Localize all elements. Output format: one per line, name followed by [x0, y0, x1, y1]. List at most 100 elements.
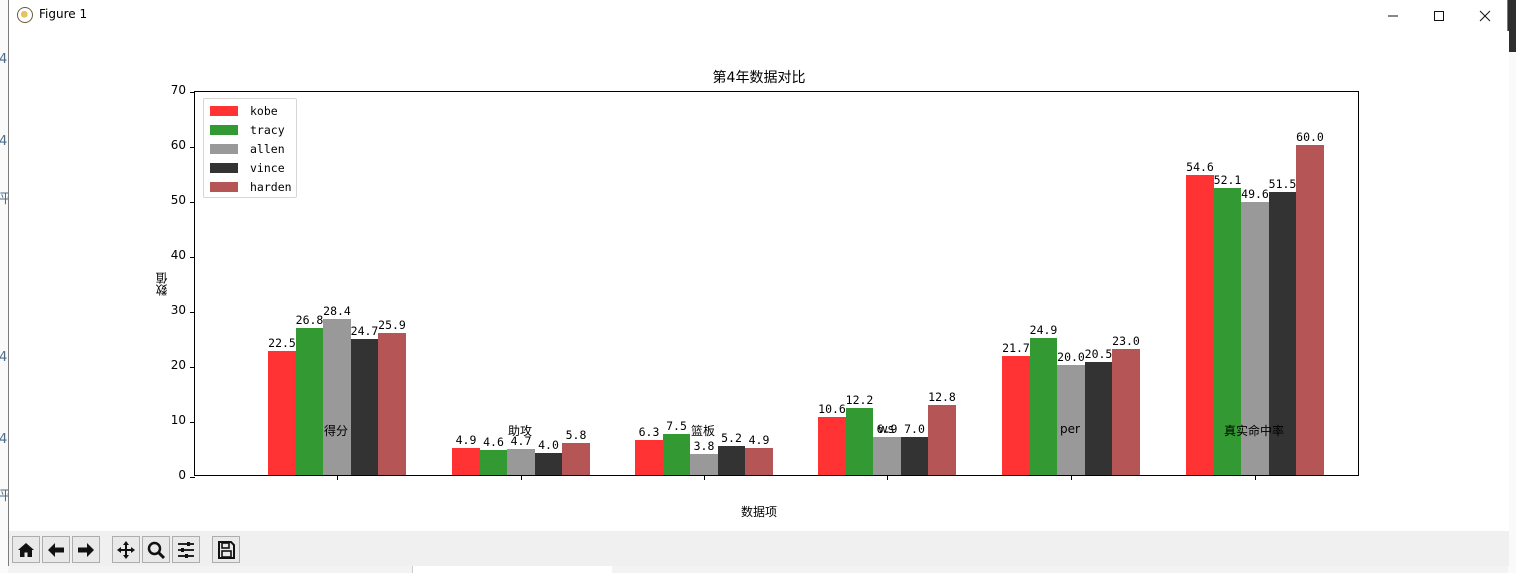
bar-harden	[378, 332, 406, 475]
y-tick-label: 30	[170, 303, 186, 317]
bar-allen	[323, 318, 351, 475]
home-icon	[18, 542, 34, 557]
bar-value-label: 20.0	[1057, 350, 1085, 364]
bar-value-label: 7.0	[904, 421, 925, 436]
bar-harden	[1296, 145, 1324, 475]
bar-value-label: 7.5	[666, 418, 687, 433]
y-tick	[190, 147, 195, 148]
close-icon	[1479, 10, 1491, 21]
y-tick	[190, 92, 195, 93]
bar-value-label: 49.6	[1241, 187, 1269, 202]
legend-swatch	[210, 106, 238, 116]
bar-value-label: 60.0	[1296, 130, 1324, 144]
bar-tracy	[845, 407, 874, 475]
bar-allen	[873, 437, 901, 475]
zoom-button[interactable]	[142, 536, 170, 563]
close-button[interactable]	[1462, 0, 1508, 31]
home-button[interactable]	[12, 536, 40, 563]
y-tick	[190, 257, 195, 258]
figure-canvas[interactable]: 第4年数据对比 数值 数据项 kobe tracy allen vince harden…	[9, 31, 1509, 531]
legend-item-harden: harden	[210, 180, 292, 194]
bar-value-label: 4.7	[510, 434, 532, 449]
title-bar: Figure 1	[9, 0, 1507, 31]
bar-kobe	[1186, 174, 1214, 475]
bar-vince	[1268, 191, 1297, 475]
background-window-left-edge: 4 4 平 4 4 平	[0, 0, 12, 573]
bar-value-label: 5.2	[721, 431, 742, 446]
legend-label: kobe	[250, 104, 278, 118]
bar-vince	[900, 436, 929, 475]
y-tick-label: 20	[170, 358, 186, 372]
x-tick	[704, 475, 705, 480]
chart-title: 第4年数据对比	[712, 70, 806, 86]
bar-allen	[1241, 202, 1269, 475]
bar-value-label: 12.8	[928, 389, 956, 404]
bar-value-label: 20.5	[1084, 347, 1113, 362]
x-tick-label: 得分	[323, 424, 348, 438]
configure-subplots-button[interactable]	[172, 536, 200, 563]
bar-vince	[350, 339, 379, 475]
bar-value-label: 28.4	[323, 303, 351, 318]
bar-harden	[928, 404, 956, 475]
figure-window: Figure 1 第4年数据对比 数值 数据项 kobe tracy allen vi…	[8, 0, 1509, 566]
bar-allen	[690, 454, 718, 475]
y-tick	[190, 477, 195, 478]
bar-tracy	[1029, 338, 1058, 475]
move-icon	[117, 540, 135, 559]
arrow-right-icon	[78, 542, 94, 557]
y-tick-label: 10	[170, 413, 186, 427]
x-tick-label: ws	[877, 422, 895, 436]
y-axis-label: 数值	[155, 272, 169, 296]
x-tick-label: per	[1060, 422, 1080, 436]
x-tick	[521, 475, 522, 480]
magnifier-icon	[147, 541, 166, 559]
bar-vince	[534, 453, 563, 475]
bar-value-label: 24.7	[350, 324, 379, 339]
bar-tracy	[295, 327, 324, 475]
forward-button[interactable]	[72, 536, 100, 563]
x-tick-label: 助攻	[507, 424, 532, 438]
y-tick	[190, 422, 195, 423]
bar-harden	[745, 448, 773, 475]
bar-value-label: 4.0	[538, 438, 559, 452]
bar-kobe	[268, 351, 296, 475]
bar-tracy	[662, 433, 691, 475]
legend-label: tracy	[250, 123, 285, 137]
legend-item-tracy: tracy	[210, 123, 285, 137]
bar-value-label: 25.9	[378, 317, 406, 332]
bar-tracy	[479, 449, 508, 475]
y-tick-label: 0	[178, 468, 186, 482]
bar-value-label: 6.9	[876, 422, 898, 437]
x-axis-label: 数据项	[740, 505, 777, 519]
bar-harden	[1112, 348, 1140, 475]
legend-label: harden	[250, 180, 292, 194]
y-tick	[190, 312, 195, 313]
legend-swatch	[210, 144, 238, 154]
bar-value-label: 4.9	[748, 433, 770, 448]
bar-value-label: 4.6	[483, 434, 504, 449]
bar-value-label: 22.5	[268, 336, 296, 351]
bar-allen	[507, 449, 535, 475]
bar-value-label: 26.8	[295, 312, 324, 327]
floppy-disk-icon	[218, 540, 235, 559]
maximize-button[interactable]	[1416, 0, 1462, 31]
back-button[interactable]	[42, 536, 70, 563]
x-tick	[887, 475, 888, 480]
x-tick	[1071, 475, 1072, 480]
background-window-right-edge	[1508, 0, 1516, 573]
window-title: Figure 1	[39, 7, 88, 21]
y-tick-label: 40	[170, 248, 186, 262]
minimize-button[interactable]	[1370, 0, 1416, 31]
pan-button[interactable]	[112, 536, 140, 563]
bar-value-label: 6.3	[638, 425, 660, 440]
bar-vince	[1084, 362, 1113, 475]
save-button[interactable]	[212, 536, 240, 563]
y-tick-label: 50	[170, 193, 186, 207]
y-tick	[190, 367, 195, 368]
background-window-bottom	[412, 565, 612, 573]
arrow-left-icon	[48, 542, 64, 557]
plot-axes: kobe tracy allen vince harden 22.5 26.8 28.4 24…	[190, 91, 1359, 480]
bar-value-label: 4.9	[455, 433, 477, 448]
y-tick-label: 70	[170, 83, 186, 97]
legend-label: vince	[250, 161, 285, 175]
